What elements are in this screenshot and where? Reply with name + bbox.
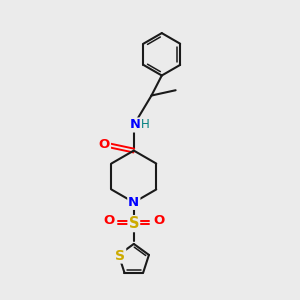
Text: N: N — [130, 118, 141, 131]
Text: H: H — [141, 118, 149, 131]
Text: S: S — [115, 248, 125, 262]
Text: O: O — [103, 214, 115, 227]
Text: O: O — [153, 214, 164, 227]
Text: N: N — [128, 196, 140, 209]
Text: O: O — [99, 138, 110, 151]
Text: S: S — [129, 216, 139, 231]
